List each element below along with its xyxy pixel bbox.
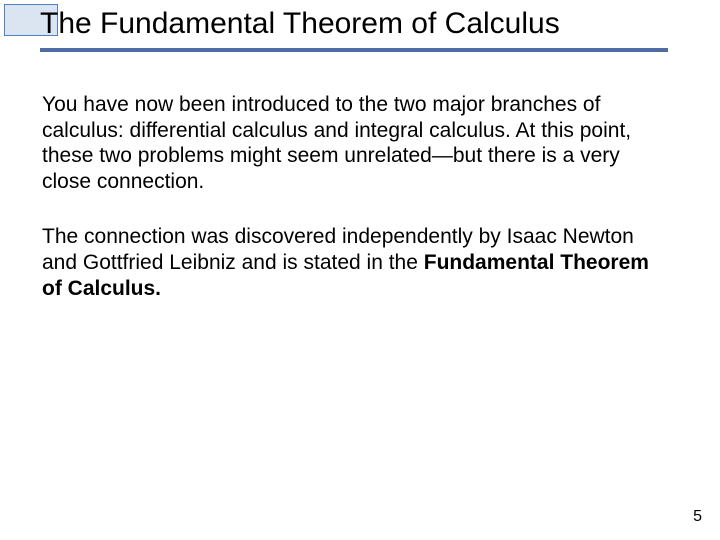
- slide-title: The Fundamental Theorem of Calculus: [40, 6, 700, 48]
- paragraph-1: You have now been introduced to the two …: [42, 92, 660, 194]
- slide: The Fundamental Theorem of Calculus You …: [0, 0, 720, 540]
- paragraph-2: The connection was discovered independen…: [42, 224, 660, 301]
- page-number: 5: [693, 508, 702, 526]
- title-area: The Fundamental Theorem of Calculus: [40, 6, 700, 48]
- body-text: You have now been introduced to the two …: [42, 92, 660, 331]
- title-underline: [40, 48, 668, 52]
